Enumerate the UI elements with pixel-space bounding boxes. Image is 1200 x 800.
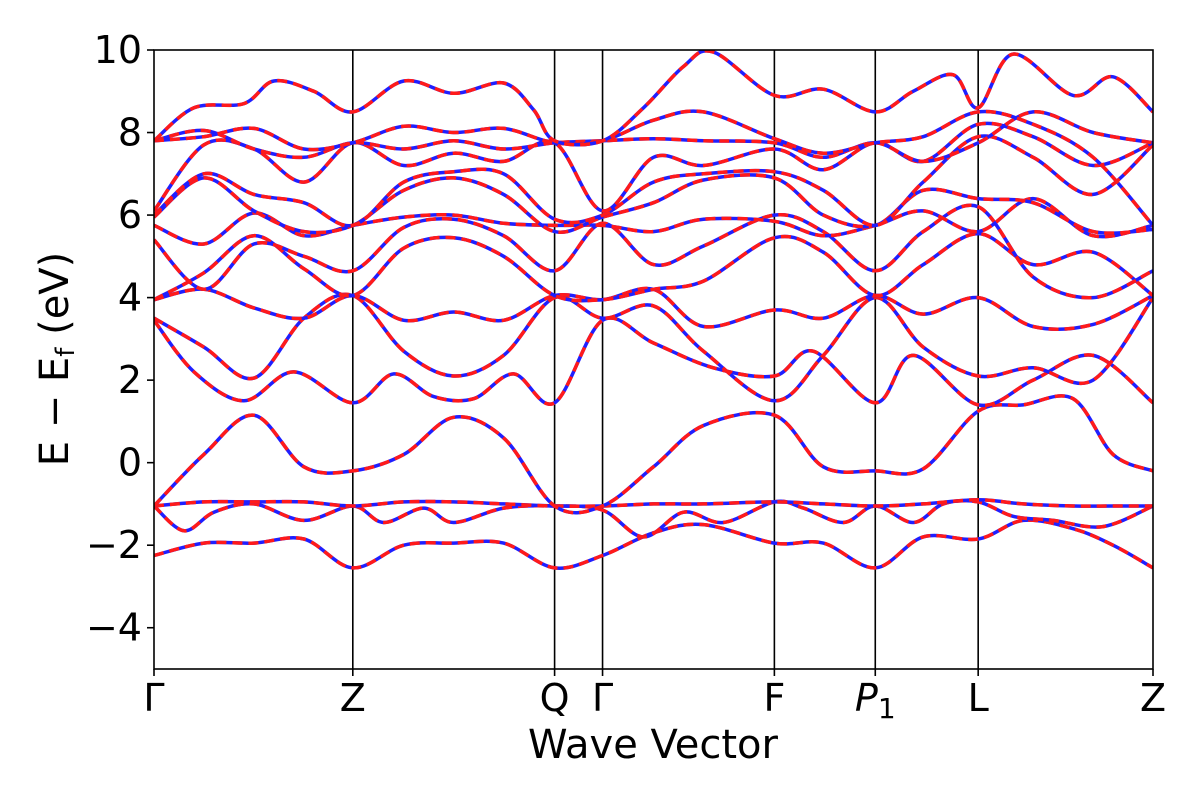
y-axis-label-subscript: f [51,347,81,357]
x-axis-label: Wave Vector [528,722,779,768]
band-line-red [154,203,1153,300]
band-line-blue [154,203,1153,300]
x-axis-ticks: Γ Z Q Γ F P1 L Z [143,669,1166,725]
bands-group [154,50,1153,570]
band-line-red [154,109,1153,227]
y-tick-label: −4 [86,606,142,650]
y-tick-label: 0 [118,441,142,485]
y-tick-label: −2 [86,523,142,567]
y-axis-label-main: E − E [32,357,78,467]
band-line-red [154,121,1153,213]
band-line-blue [154,196,1153,246]
y-tick-label: 2 [118,358,142,402]
x-tick-label: Z [1140,676,1166,720]
band-line-red [154,134,1153,228]
x-tick-label: P1 [855,676,896,725]
y-axis-label-unit: (eV) [32,252,78,348]
band-line-red [154,316,1153,408]
band-line-red [154,231,1153,303]
y-tick-label: 10 [94,28,142,72]
band-line-blue [154,316,1153,408]
y-axis-ticks: −4 −2 0 2 4 6 8 10 [86,28,154,650]
band-line-red [154,292,1153,403]
band-line-red [154,50,1153,147]
band-line-red [154,394,1153,515]
band-line-blue [154,286,1153,331]
x-tick-label: L [968,676,989,720]
plot-frame [153,49,1154,670]
y-tick-label: 6 [118,193,142,237]
band-line-red [154,498,1153,508]
high-symmetry-lines [352,50,979,669]
x-tick-label: Q [540,676,570,720]
x-tick-label: Γ [592,676,613,720]
y-axis-label: E − Ef (eV) [32,252,81,467]
y-tick-label: 8 [118,111,142,155]
band-line-red [154,286,1153,331]
y-tick-label: 4 [118,276,142,320]
x-tick-label: Z [340,676,366,720]
x-tick-label-main: P [855,676,878,720]
x-tick-label-subscript: 1 [878,692,896,725]
x-tick-label: Γ [143,676,164,720]
band-line-red [154,110,1153,164]
band-line-red [154,173,1153,235]
band-line-blue [154,394,1153,515]
band-line-red [154,518,1153,570]
x-tick-label: F [763,676,785,720]
